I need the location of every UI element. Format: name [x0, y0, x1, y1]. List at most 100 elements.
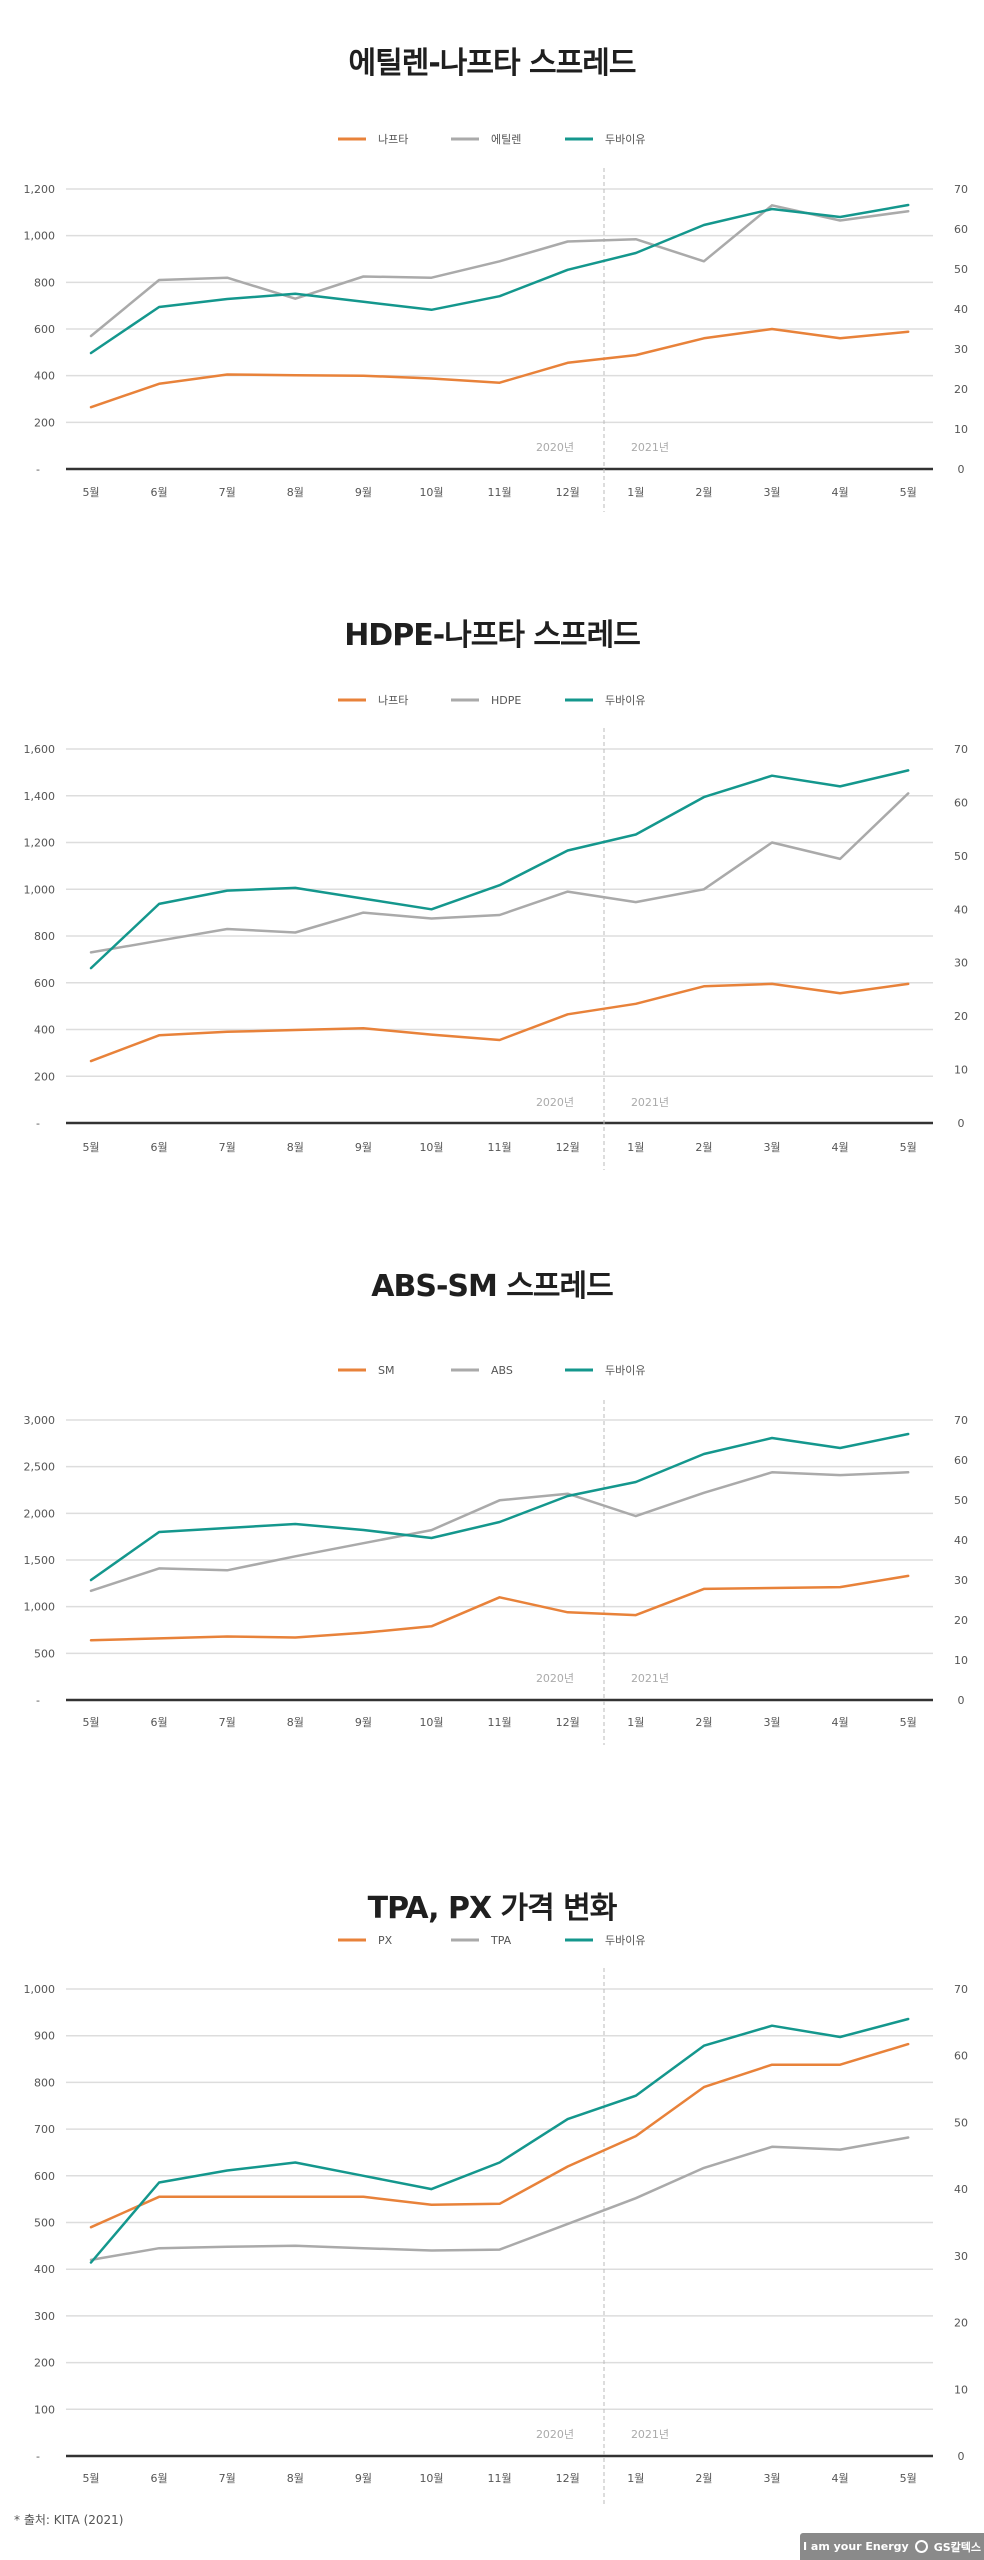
year-label-2020: 2020년 — [536, 1096, 574, 1109]
left-axis-tick-label: 900 — [34, 2030, 55, 2043]
right-axis-tick-label: 50 — [954, 1494, 968, 1507]
year-label-2021: 2021년 — [631, 1672, 669, 1685]
series-line-2 — [89, 792, 910, 954]
right-axis-tick-label: 40 — [954, 1534, 968, 1547]
left-axis-tick-label: 500 — [34, 1647, 55, 1660]
x-axis-tick-label: 7월 — [219, 1141, 236, 1154]
right-axis-tick-label: 70 — [954, 1414, 968, 1427]
legend-label: 두바이유 — [605, 1364, 645, 1377]
x-axis-tick-label: 3월 — [763, 2472, 780, 2485]
x-axis-tick-label: 9월 — [355, 486, 372, 499]
left-axis-tick-label: 1,000 — [24, 883, 56, 896]
series-line-2 — [89, 2136, 910, 2262]
x-axis-tick-label: 12월 — [556, 486, 580, 499]
right-axis-tick-label: 70 — [954, 743, 968, 756]
left-axis-tick-label: 600 — [34, 977, 55, 990]
right-axis-tick-label: 20 — [954, 1614, 968, 1627]
year-label-2020: 2020년 — [536, 1672, 574, 1685]
left-axis-tick-label: 1,200 — [24, 183, 56, 196]
right-axis-tick-label: 10 — [954, 423, 968, 436]
source-note: * 출처: KITA (2021) — [14, 2513, 124, 2527]
x-axis-tick-label: 6월 — [151, 1141, 168, 1154]
right-axis-tick-label: 0 — [958, 2450, 965, 2463]
left-axis-tick-label: 600 — [34, 2170, 55, 2183]
right-axis-tick-label: 10 — [954, 1654, 968, 1667]
legend-label: 두바이유 — [605, 133, 645, 146]
x-axis-tick-label: 3월 — [763, 1716, 780, 1729]
x-axis-tick-label: 4월 — [832, 2472, 849, 2485]
x-axis-tick-label: 10월 — [419, 1141, 443, 1154]
right-axis-tick-label: 10 — [954, 1064, 968, 1077]
series-line-1 — [89, 2042, 910, 2229]
right-axis-tick-label: 20 — [954, 383, 968, 396]
x-axis-tick-label: 4월 — [832, 1141, 849, 1154]
x-axis-tick-label: 8월 — [287, 1716, 304, 1729]
x-axis-tick-label: 5월 — [82, 1716, 99, 1729]
left-axis-tick-label: 1,500 — [24, 1554, 56, 1567]
x-axis-tick-label: 8월 — [287, 486, 304, 499]
x-axis-tick-label: 2월 — [695, 2472, 712, 2485]
left-axis-tick-label: 1,600 — [24, 743, 56, 756]
x-axis-tick-label: 1월 — [627, 1141, 644, 1154]
right-axis-tick-label: 70 — [954, 183, 968, 196]
left-axis-tick-label: 400 — [34, 2263, 55, 2276]
legend-label: 나프타 — [378, 694, 408, 707]
x-axis-tick-label: 4월 — [832, 1716, 849, 1729]
x-axis-tick-label: 5월 — [900, 1141, 917, 1154]
left-axis-tick-label: 3,000 — [24, 1414, 56, 1427]
legend-label: TPA — [490, 1934, 512, 1947]
left-axis-tick-label: 1,000 — [24, 1983, 56, 1996]
x-axis-tick-label: 7월 — [219, 486, 236, 499]
right-axis-tick-label: 60 — [954, 796, 968, 809]
left-axis-tick-label: 500 — [34, 2217, 55, 2230]
x-axis-tick-label: 1월 — [627, 486, 644, 499]
left-axis-tick-label: 1,000 — [24, 230, 56, 243]
x-axis-tick-label: 5월 — [82, 486, 99, 499]
x-axis-tick-label: 3월 — [763, 486, 780, 499]
x-axis-tick-label: 7월 — [219, 2472, 236, 2485]
legend-label: 두바이유 — [605, 1934, 645, 1947]
x-axis-tick-label: 7월 — [219, 1716, 236, 1729]
series-line-1 — [89, 982, 910, 1063]
left-axis-tick-label: - — [36, 2450, 40, 2463]
logo-slogan: I am your Energy — [802, 2540, 909, 2553]
left-axis-tick-label: 400 — [34, 370, 55, 383]
gs-caltex-logo: I am your Energy GS칼텍스 — [800, 2533, 984, 2560]
x-axis-tick-label: 12월 — [556, 2472, 580, 2485]
legend-label: 나프타 — [378, 133, 408, 146]
right-axis-tick-label: 40 — [954, 903, 968, 916]
left-axis-tick-label: - — [36, 1694, 40, 1707]
left-axis-tick-label: - — [36, 463, 40, 476]
series-line-3 — [89, 1432, 910, 1582]
x-axis-tick-label: 5월 — [900, 1716, 917, 1729]
series-line-1 — [89, 327, 910, 409]
left-axis-tick-label: 2,500 — [24, 1461, 56, 1474]
x-axis-tick-label: 9월 — [355, 1716, 372, 1729]
x-axis-tick-label: 3월 — [763, 1141, 780, 1154]
legend-label: PX — [378, 1934, 393, 1947]
year-label-2021: 2021년 — [631, 2428, 669, 2441]
left-axis-tick-label: 200 — [34, 1070, 55, 1083]
series-line-2 — [89, 1471, 910, 1593]
x-axis-tick-label: 5월 — [82, 1141, 99, 1154]
left-axis-tick-label: 800 — [34, 276, 55, 289]
x-axis-tick-label: 5월 — [900, 486, 917, 499]
chart-title-abs-sm: ABS-SM 스프레드 — [371, 1269, 613, 1304]
left-axis-tick-label: 300 — [34, 2310, 55, 2323]
left-axis-tick-label: 1,400 — [24, 790, 56, 803]
logo-brand: GS칼텍스 — [933, 2540, 982, 2554]
right-axis-tick-label: 50 — [954, 263, 968, 276]
legend-label: SM — [378, 1364, 394, 1377]
series-line-2 — [89, 204, 910, 338]
series-line-3 — [89, 203, 910, 355]
series-line-3 — [89, 769, 910, 970]
right-axis-tick-label: 20 — [954, 2317, 968, 2330]
x-axis-tick-label: 1월 — [627, 1716, 644, 1729]
x-axis-tick-label: 11월 — [488, 2472, 512, 2485]
left-axis-tick-label: 1,000 — [24, 1601, 56, 1614]
right-axis-tick-label: 30 — [954, 343, 968, 356]
x-axis-tick-label: 9월 — [355, 1141, 372, 1154]
x-axis-tick-label: 2월 — [695, 1141, 712, 1154]
